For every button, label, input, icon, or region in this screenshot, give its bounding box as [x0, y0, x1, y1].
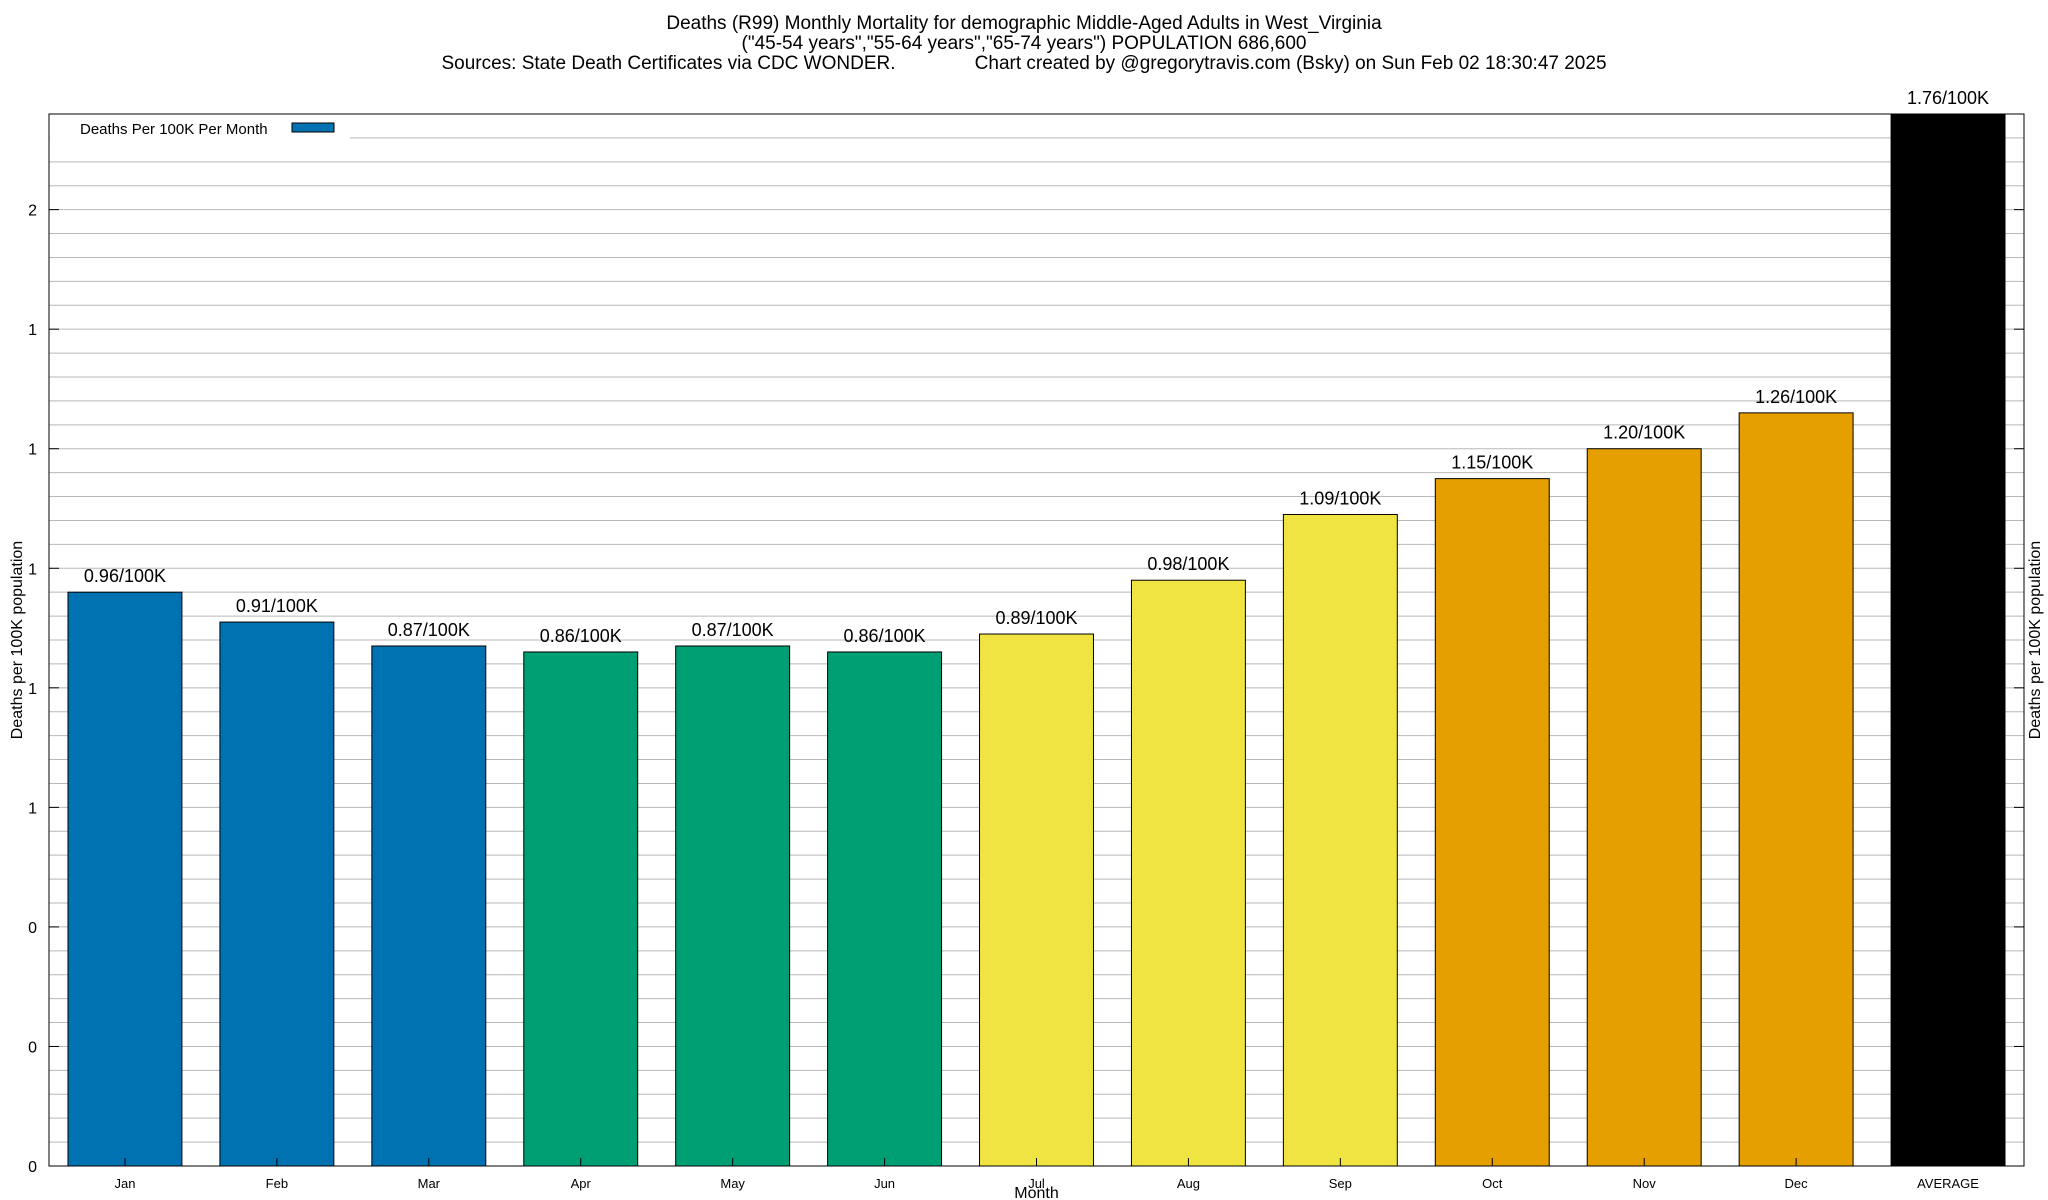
bar-sep — [1282, 513, 1398, 1167]
x-tick-label: Feb — [266, 1176, 288, 1191]
bar-nov — [1586, 448, 1702, 1167]
bar-value-label: 0.86/100K — [844, 626, 926, 646]
x-tick-label: Sep — [1329, 1176, 1352, 1191]
bar-value-label: 0.87/100K — [692, 620, 774, 640]
bar-aug — [1130, 579, 1246, 1167]
bar-mar — [371, 645, 487, 1167]
x-axis-label: Month — [1014, 1185, 1058, 1200]
bar-value-label: 1.76/100K — [1907, 88, 1989, 108]
bar-value-label: 0.86/100K — [540, 626, 622, 646]
x-tick-label: Aug — [1177, 1176, 1200, 1191]
bar-feb — [219, 621, 335, 1167]
y-tick-label: 0 — [28, 920, 37, 937]
legend-label: Deaths Per 100K Per Month — [80, 121, 268, 138]
bar-jun — [827, 651, 943, 1167]
chart-title: Deaths (R99) Monthly Mortality for demog… — [0, 14, 2048, 74]
y-tick-label: 1 — [28, 442, 37, 459]
bar-value-label: 0.91/100K — [236, 596, 318, 616]
x-tick-label: May — [720, 1176, 745, 1191]
x-tick-label: AVERAGE — [1917, 1176, 1979, 1191]
bar-value-label: 0.87/100K — [388, 620, 470, 640]
bars — [67, 113, 2006, 1167]
y-tick-label: 1 — [28, 561, 37, 578]
x-tick-label: Jan — [114, 1176, 135, 1191]
x-tick-label: Dec — [1785, 1176, 1809, 1191]
legend[interactable]: Deaths Per 100K Per Month — [50, 115, 350, 143]
bar-value-label: 1.09/100K — [1299, 488, 1381, 508]
y-tick-label: 1 — [28, 681, 37, 698]
plot-frame — [48, 113, 2025, 1167]
value-labels: 0.96/100K 0.91/100K 0.87/100K 0.86/100K 0.87… — [84, 88, 1989, 646]
x-tick-label: Oct — [1482, 1176, 1503, 1191]
x-tick-label: Mar — [418, 1176, 441, 1191]
bar-apr — [523, 651, 639, 1167]
y-tick-label: 2 — [28, 203, 37, 220]
bar-may — [675, 645, 791, 1167]
y-axis-label: Deaths per 100K population — [9, 541, 26, 739]
bar-average — [1890, 113, 2006, 1167]
bar-jan — [67, 591, 183, 1167]
title-line-1: Deaths (R99) Monthly Mortality for demog… — [666, 13, 1382, 34]
bar-value-label: 0.89/100K — [995, 608, 1077, 628]
x-tick-label: Nov — [1633, 1176, 1657, 1191]
x-tick-label: Jun — [874, 1176, 895, 1191]
bar-value-label: 1.20/100K — [1603, 423, 1685, 443]
title-line-3: Sources: State Death Certificates via CD… — [441, 53, 1607, 74]
y-tick-label: 0 — [28, 1039, 37, 1056]
bar-value-label: 0.96/100K — [84, 566, 166, 586]
x-tick-label: Apr — [571, 1176, 592, 1191]
y-tick-label: 1 — [28, 322, 37, 339]
y-tick-label: 1 — [28, 800, 37, 817]
bar-value-label: 1.26/100K — [1755, 387, 1837, 407]
y-ticks: 0 0 0 1 1 1 1 1 2 — [28, 203, 2024, 1176]
legend-swatch — [291, 122, 335, 133]
bar-value-label: 0.98/100K — [1147, 554, 1229, 574]
x-tick-label: Jul — [1028, 1176, 1045, 1191]
bar-value-label: 1.15/100K — [1451, 453, 1533, 473]
title-line-2: ("45-54 years","55-64 years","65-74 year… — [741, 33, 1307, 54]
y2-axis-label: Deaths per 100K population — [2027, 541, 2044, 739]
bar-dec — [1738, 412, 1854, 1167]
bar-jul — [979, 633, 1094, 1167]
bar-oct — [1434, 478, 1550, 1167]
x-tick-labels: Jan Feb Mar Apr May Jun Jul Aug Sep Oct Nov Dec AVER… — [114, 1158, 1979, 1191]
y-tick-label: 0 — [28, 1159, 37, 1176]
